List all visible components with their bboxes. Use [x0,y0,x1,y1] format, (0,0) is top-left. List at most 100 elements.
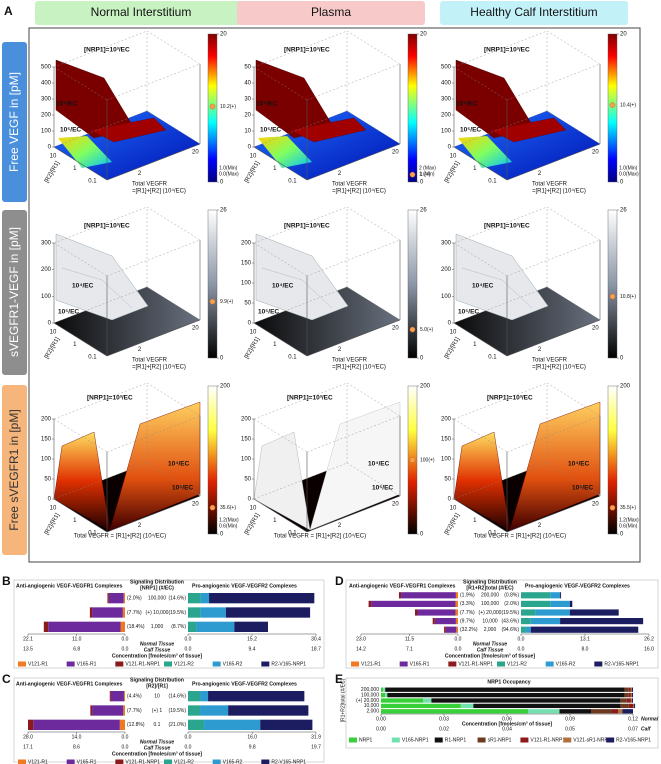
bar-segment [260,719,313,730]
legend-swatch [477,737,486,743]
legend-swatch [563,737,572,743]
y-axis-label: Total VEGFR [532,358,568,364]
y-axis-label: =[R1]+[R2] (10⁴/EC) [332,188,386,195]
colorbar [407,33,418,183]
x-axis-label: [R2]/[R1] [244,336,261,360]
box-edge [146,462,201,497]
surface-annotation: 10⁵/EC [458,309,479,316]
colorbar-note: 0.0(Max) [219,171,239,177]
box-edge [53,382,148,420]
axis-title: Concentration [fmoles/cm³ of tissue] [445,653,535,659]
z-tick-label: 100 [41,294,52,300]
z-tick-label: 200 [41,417,52,423]
bar-segment [48,621,121,632]
bar-segment [620,703,629,709]
bar-segment [33,719,120,730]
box-edge [453,242,508,277]
bar-segment [208,691,305,702]
surface-annotation: [NRP1]=10³/EC [487,395,533,402]
legend-label: NRP1 [359,737,373,743]
x-tick-label: 0.1 [488,531,497,537]
box-edge [346,30,401,65]
box-edge [253,286,348,324]
signaling-level: 0.1 [154,722,161,728]
bar-segment [569,609,619,616]
bar-segment [383,687,386,692]
tick-label: 0.0 [518,646,525,652]
box-edge [146,206,201,241]
axis-caption: Calf [641,726,652,732]
legend-swatch [399,661,408,667]
box-edge [453,30,548,68]
tick-label: 9.8 [249,744,256,750]
bar-segment [612,709,619,714]
colorbar-note: 1.2(Max) [619,517,639,523]
z-tick-label: 500 [441,65,452,71]
colorbar-marker-label: 5.0(+) [420,327,434,333]
left-percent: (9.7%) [460,618,475,624]
colorbar-tick-label: 0 [220,180,224,186]
bar-segment [119,719,125,730]
surface-annotation: [NRP1]=10³/EC [284,47,330,54]
panel-label: E [335,672,343,686]
surface [309,401,401,531]
x-axis-label: [R2]/[R1] [244,512,261,536]
colorbar [607,385,618,535]
panel-heading: Signaling Distribution [130,579,184,585]
bar-segment [618,709,623,714]
box-edge [546,462,601,497]
z-tick-label: 100 [441,129,452,135]
bar-segment [559,709,591,714]
colorbar-marker [609,504,616,511]
surface-annotation: [NRP1]=10³/EC [87,395,133,402]
panel-label: D [335,574,344,588]
bar-segment [530,618,561,625]
signaling-level: 2,000 [484,627,497,633]
axis-caption: Calf Tissue [477,647,504,653]
colorbar-marker [409,457,416,463]
box-edge [506,63,601,101]
bar-segment [381,687,384,692]
axis-caption: Normal Tissue [140,641,175,647]
box-edge [53,206,148,244]
left-percent: (4.4%) [127,693,142,699]
z-tick-label: 0 [448,145,452,151]
y-tick-label: 20 [392,325,399,331]
x-tick-label: 10 [450,154,457,160]
z-tick-label: 100 [241,457,252,463]
panel-heading: [R2]/[R1] [146,683,168,689]
box-edge [106,415,201,453]
z-tick-label: 50 [44,477,51,483]
colorbar-note: 1.0(Min) [619,165,638,171]
axis-edge [106,319,201,357]
legend-label: R2-V165-NRP1 [271,759,306,764]
colorbar-tick-label: 200 [420,384,431,390]
colorbar-tick-label: 200 [220,384,231,390]
right-percent: (14.6%) [168,595,186,601]
right-percent: (94.6%) [501,627,519,633]
surface-annotation: [NRP1]=10³/EC [287,395,333,402]
surface [258,136,312,168]
colorbar-marker [409,171,416,178]
surface [489,117,567,143]
colorbar-tick-label: 0 [620,532,624,538]
surface-annotation: 10⁵/EC [258,309,279,316]
signaling-level: (+) 1 [152,708,163,714]
tick-label: 0.0 [122,646,129,652]
z-tick-label: 200 [241,417,252,423]
box-edge [346,286,401,321]
x-tick-label: 1 [273,518,277,524]
z-tick-label: 0 [448,321,452,327]
bar-segment [120,621,125,632]
bar-segment [434,618,456,625]
bar-segment [630,687,632,692]
legend-label: V121-R1-NRP1 [125,661,160,667]
z-tick-label: 100 [241,281,252,287]
surface [255,233,349,321]
panel-label: A [4,4,13,18]
surface-annotation: [NRP1]=10³/EC [484,47,530,54]
bar-segment [188,705,201,716]
x-tick-label: 0.1 [88,355,97,361]
bar-segment [89,607,93,618]
x-tick-label: 10 [50,506,57,512]
